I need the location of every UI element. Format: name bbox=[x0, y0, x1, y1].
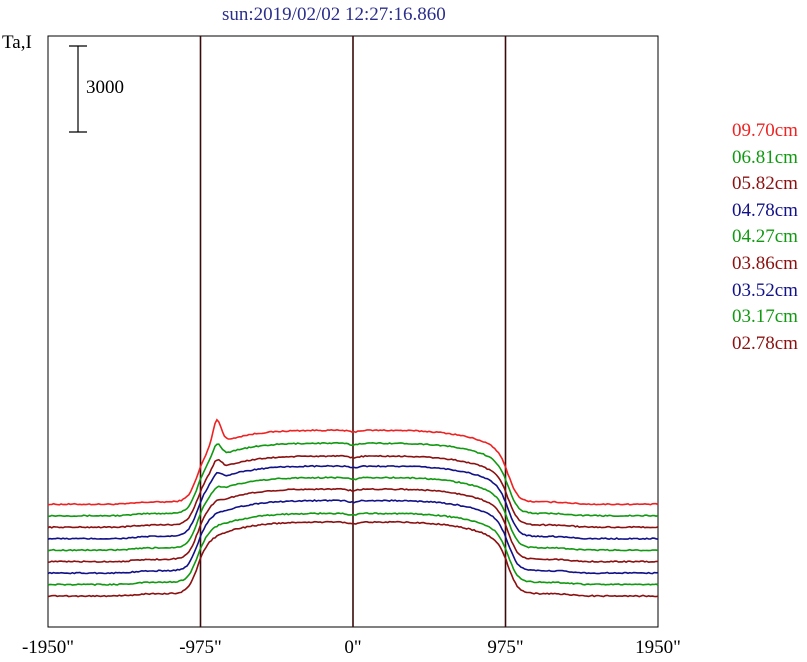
x-tick-label: 1950" bbox=[635, 637, 681, 658]
x-tick-label: 0" bbox=[344, 637, 362, 658]
series-line-02.78cm bbox=[47, 520, 659, 598]
series-line-04.78cm bbox=[47, 464, 659, 541]
chart-title: sun:2019/02/02 12:27:16.860 bbox=[222, 4, 446, 25]
legend: 09.70cm 06.81cm 05.82cm 04.78cm 04.27cm 03.86… bbox=[732, 118, 798, 357]
series-line-03.17cm bbox=[47, 512, 659, 586]
legend-item-06.81cm: 06.81cm bbox=[732, 146, 798, 168]
legend-item-03.52cm: 03.52cm bbox=[732, 279, 798, 301]
scale-bar-label: 3000 bbox=[86, 77, 124, 98]
series-line-05.82cm bbox=[47, 454, 659, 529]
series-line-03.52cm bbox=[47, 499, 659, 575]
vertical-guide-lines bbox=[199, 36, 507, 627]
legend-item-04.27cm: 04.27cm bbox=[732, 226, 798, 248]
legend-item-02.78cm: 02.78cm bbox=[732, 332, 798, 354]
legend-item-04.78cm: 04.78cm bbox=[732, 199, 798, 221]
x-tick-label: -975" bbox=[179, 637, 222, 658]
legend-item-03.17cm: 03.17cm bbox=[732, 306, 798, 328]
legend-item-03.86cm: 03.86cm bbox=[732, 252, 798, 274]
series-line-03.86cm bbox=[47, 487, 659, 564]
series-line-09.70cm bbox=[47, 418, 659, 506]
series-line-04.27cm bbox=[47, 476, 659, 552]
x-tick-label: -1950" bbox=[21, 637, 75, 658]
x-tick-label: 975" bbox=[487, 637, 524, 658]
series-lines bbox=[47, 418, 659, 598]
legend-item-09.70cm: 09.70cm bbox=[732, 120, 798, 141]
y-axis-label: Ta,I bbox=[2, 32, 32, 53]
legend-item-05.82cm: 05.82cm bbox=[732, 173, 798, 195]
scale-bar bbox=[69, 45, 87, 133]
series-line-06.81cm bbox=[47, 441, 659, 518]
